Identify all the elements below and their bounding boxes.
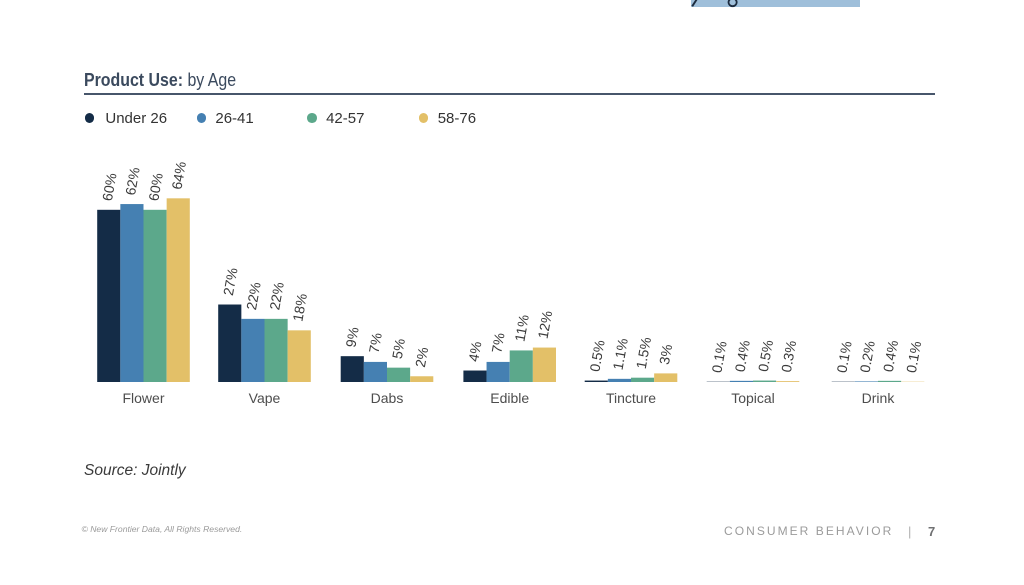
svg-text:0.4%: 0.4% <box>880 339 901 373</box>
svg-text:22%: 22% <box>243 281 264 311</box>
svg-text:7%: 7% <box>366 332 385 355</box>
svg-text:22%: 22% <box>266 281 287 311</box>
svg-text:9%: 9% <box>342 326 361 349</box>
svg-text:1.1%: 1.1% <box>610 337 631 371</box>
svg-text:60%: 60% <box>145 172 166 202</box>
svg-text:0.2%: 0.2% <box>857 340 878 374</box>
svg-text:Flower: Flower <box>122 390 164 406</box>
svg-text:2%: 2% <box>412 346 431 369</box>
svg-text:0.1%: 0.1% <box>903 340 924 374</box>
svg-text:0.1%: 0.1% <box>708 340 729 374</box>
svg-text:0.4%: 0.4% <box>732 339 753 373</box>
svg-text:Vape: Vape <box>249 390 281 406</box>
svg-text:Topical: Topical <box>731 390 775 406</box>
svg-text:Tincture: Tincture <box>606 390 656 406</box>
svg-text:0.3%: 0.3% <box>778 339 799 373</box>
svg-text:11%: 11% <box>511 313 531 342</box>
svg-text:27%: 27% <box>220 266 241 296</box>
svg-text:7%: 7% <box>488 332 507 355</box>
svg-text:18%: 18% <box>289 292 310 322</box>
svg-text:3%: 3% <box>656 343 675 366</box>
svg-text:1.5%: 1.5% <box>633 336 654 370</box>
svg-text:62%: 62% <box>122 166 143 196</box>
svg-text:0.1%: 0.1% <box>833 340 854 374</box>
svg-text:0.5%: 0.5% <box>755 339 776 373</box>
svg-text:60%: 60% <box>99 172 120 202</box>
svg-text:5%: 5% <box>389 337 408 360</box>
svg-text:64%: 64% <box>168 160 189 190</box>
svg-text:Dabs: Dabs <box>371 390 404 406</box>
svg-text:Drink: Drink <box>862 390 896 406</box>
svg-text:12%: 12% <box>535 309 556 339</box>
svg-text:4%: 4% <box>465 340 484 363</box>
svg-text:0.5%: 0.5% <box>586 339 607 373</box>
svg-text:Edible: Edible <box>490 390 529 406</box>
